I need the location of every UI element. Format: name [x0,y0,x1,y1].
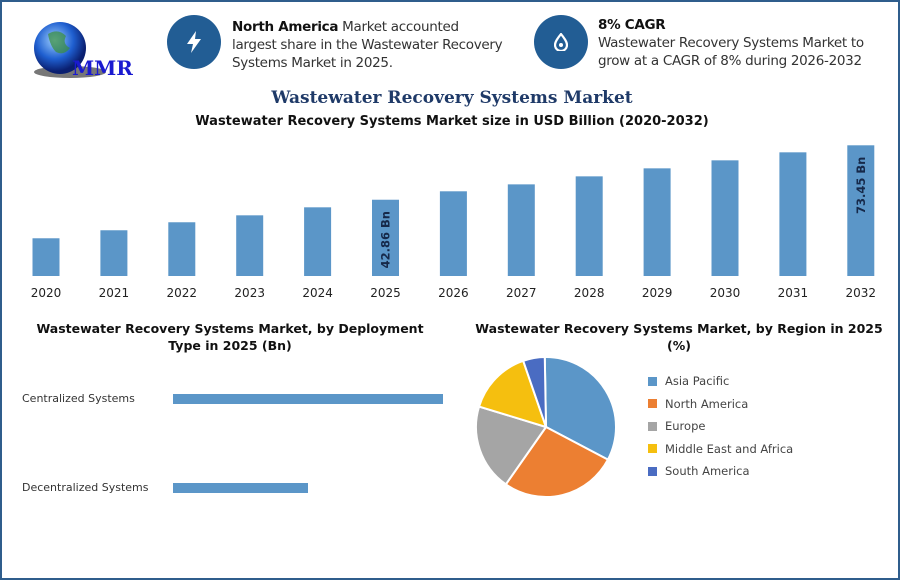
pie-legend: Asia Pacific North America Europe Middle Ea… [648,370,793,483]
mmr-logo: MMR [30,20,140,80]
deployment-chart-title: Wastewater Recovery Systems Market, by D… [36,321,424,353]
lightning-icon [187,31,201,53]
pie-slice-asia-pacific [543,356,617,461]
legend-label: North America [665,396,749,411]
category-label: Centralized Systems [22,392,135,405]
legend-swatch [648,399,657,409]
info2-body: Wastewater Recovery Systems Market to gr… [598,35,864,69]
bar-2030 [711,160,739,276]
info1-badge [167,15,221,69]
bar-2028 [575,176,603,276]
x-tick-label: 2021 [99,286,130,300]
legend-swatch [648,444,657,454]
x-tick-label: 2024 [302,286,333,300]
legend-swatch [648,376,657,386]
bar-2027 [507,184,535,276]
legend-item: North America [648,393,793,416]
legend-swatch [648,421,657,431]
legend-label: Europe [665,419,706,434]
bar-2032 [847,145,875,276]
info1-bold: North America [232,19,339,35]
data-label: 73.45 Bn [854,157,868,214]
x-tick-label: 2029 [642,286,673,300]
legend-item: South America [648,460,793,483]
bar-2029 [643,168,671,276]
bar-2026 [439,191,467,276]
x-tick-label: 2028 [574,286,605,300]
bar-2023 [236,215,264,276]
info2-bold: 8% CAGR [598,17,666,33]
x-tick-label: 2025 [370,286,401,300]
chart-subtitle: Wastewater Recovery Systems Market size … [195,114,709,129]
x-tick-label: 2020 [31,286,62,300]
x-tick-label: 2030 [710,286,741,300]
legend-swatch [648,466,657,476]
x-tick-label: 2032 [846,286,877,300]
legend-label: Middle East and Africa [665,441,794,456]
legend-label: Asia Pacific [665,374,730,389]
x-tick-label: 2031 [778,286,809,300]
x-tick-label: 2023 [234,286,265,300]
pie-slice-south-america [521,355,547,428]
bar-2031 [779,152,807,276]
legend-item: Middle East and Africa [648,438,793,461]
category-label: Decentralized Systems [22,481,149,494]
bar-2021 [100,230,128,276]
x-tick-label: 2022 [167,286,198,300]
data-label: 42.86 Bn [379,211,393,268]
market-size-bar-chart: 2020 2021 2022 2023 2024 2025 42.86 Bn 2026 2027… [31,145,877,300]
region-pie-chart [475,355,617,498]
deployment-bar-chart: Centralized Systems Decentralized Systems [2,382,462,502]
water-drop-icon [554,33,568,51]
pie-slice-middle-east-and-africa [477,359,548,429]
logo-text: MMR [72,56,133,80]
info1-text: North America Market accounted largest s… [232,18,507,72]
chart-title: Wastewater Recovery Systems Market [271,88,633,108]
pie-slice-north-america [504,425,610,498]
info1-body: Market accounted largest share in the Wa… [232,19,503,71]
bar-decentralized-systems [173,483,308,493]
x-tick-label: 2027 [506,286,537,300]
legend-item: Europe [648,415,793,438]
bar-2024 [304,207,332,276]
bar-centralized-systems [173,394,443,404]
bar-2025 [372,199,399,276]
x-tick-label: 2026 [438,286,469,300]
region-chart-title: Wastewater Recovery Systems Market, by R… [475,321,883,353]
legend-label: South America [665,464,750,479]
info2-badge [534,15,588,69]
legend-item: Asia Pacific [648,370,793,393]
bar-2022 [168,222,196,276]
bar-2020 [32,238,60,276]
info2-text: 8% CAGR Wastewater Recovery Systems Mark… [598,16,898,70]
pie-slice-europe [475,405,548,486]
